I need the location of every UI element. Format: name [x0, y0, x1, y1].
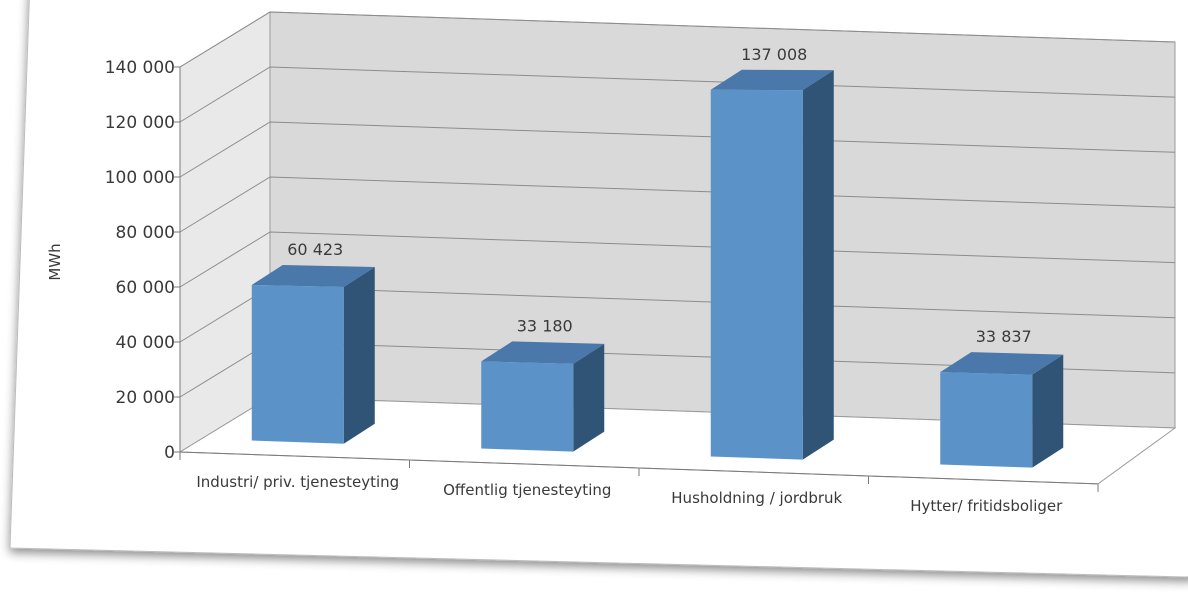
data-label: 33 837: [976, 327, 1032, 346]
bar-top: [481, 341, 605, 364]
data-label: 137 008: [741, 45, 807, 64]
gridline: [179, 66, 1176, 123]
gridline: [179, 11, 1176, 68]
plot-area: 0 20 000 40 000 60 000 80 000 100 000 120 000 1…: [105, 11, 1177, 515]
bar-side: [1032, 354, 1064, 468]
bar-top: [940, 352, 1064, 375]
bar: [251, 284, 344, 444]
bar-side: [802, 70, 834, 460]
bar-side: [343, 266, 375, 444]
bar-top: [251, 264, 375, 287]
y-tick-label: 100 000: [105, 168, 175, 188]
data-label: 33 180: [517, 316, 573, 335]
y-tick-label: 20 000: [116, 388, 175, 408]
y-tick-label: 120 000: [105, 113, 175, 133]
bar: [481, 361, 574, 452]
bar: [710, 89, 803, 460]
x-tick-label: Husholdning / jordbruk: [671, 489, 842, 507]
bar: [940, 372, 1033, 468]
gridline: [179, 231, 1176, 288]
y-tick-label: 40 000: [116, 333, 175, 353]
bar-top: [710, 69, 834, 91]
x-tick-label: Industri/ priv. tjenesteyting: [196, 473, 399, 491]
gridline: [179, 176, 1176, 233]
y-tick-label: 60 000: [116, 278, 175, 298]
y-tick-label: 140 000: [105, 58, 175, 78]
bar-side: [573, 343, 605, 452]
y-tick-label: 80 000: [116, 223, 175, 243]
y-tick-label: 0: [164, 443, 175, 463]
data-label: 60 423: [287, 240, 343, 259]
y-axis-title: MWh: [46, 243, 64, 280]
x-tick-label: Hytter/ fritidsboliger: [910, 497, 1063, 515]
gridline: [179, 121, 1176, 178]
x-tick-label: Offentlig tjenesteyting: [443, 481, 611, 499]
